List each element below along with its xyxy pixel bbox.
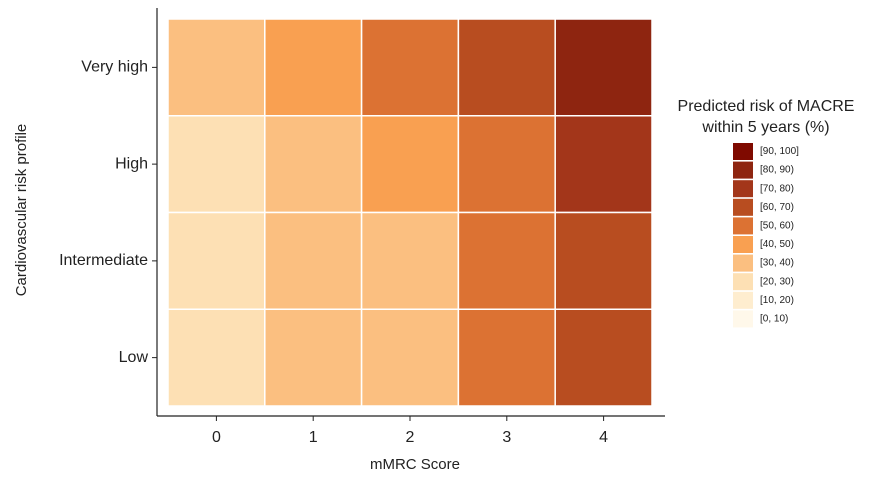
x-tick-label: 2: [406, 429, 415, 446]
legend-label: [0, 10): [760, 314, 788, 325]
legend-label: [90, 100]: [760, 146, 799, 157]
x-tick-label: 0: [212, 429, 221, 446]
heatmap-cell: [360, 18, 460, 117]
legend-label: [40, 50): [760, 239, 794, 250]
legend-title: Predicted risk of MACRE: [678, 98, 855, 115]
y-tick-label: Intermediate: [59, 252, 148, 269]
y-axis-title: Cardiovascular risk profile: [13, 124, 30, 297]
y-tick-label: Low: [119, 349, 149, 366]
heatmap-cell: [360, 211, 460, 310]
heatmap-cell: [457, 308, 556, 407]
heatmap-cell: [554, 18, 653, 117]
heatmap-cell: [554, 115, 653, 214]
legend-label: [30, 40): [760, 258, 794, 269]
legend-label: [80, 90): [760, 165, 794, 176]
legend-swatch: [733, 254, 753, 272]
heatmap-cell: [167, 115, 266, 214]
legend-title: within 5 years (%): [701, 119, 829, 136]
heatmap-cell: [264, 115, 363, 214]
legend-swatch: [733, 161, 753, 179]
x-tick-label: 4: [599, 429, 608, 446]
legend-swatch: [733, 143, 753, 160]
heatmap-cell: [264, 211, 363, 310]
x-axis-title: mMRC Score: [370, 456, 460, 473]
heatmap-cell: [554, 211, 653, 310]
y-tick-label: Very high: [81, 59, 148, 76]
heatmap-cell: [167, 18, 266, 117]
heatmap-cell: [360, 308, 460, 407]
x-tick-label: 3: [502, 429, 511, 446]
legend-swatch: [733, 217, 753, 235]
heatmap-cell: [167, 211, 266, 310]
heatmap-cell: [457, 115, 556, 214]
y-tick-label: High: [115, 155, 148, 172]
legend-label: [20, 30): [760, 276, 794, 287]
heatmap-cell: [457, 211, 556, 310]
heatmap-cell: [264, 18, 363, 117]
legend-swatch: [733, 180, 753, 198]
heatmap-cell: [264, 308, 363, 407]
heatmap-cell: [360, 115, 460, 214]
heatmap-cell: [457, 18, 556, 117]
legend-label: [10, 20): [760, 295, 794, 306]
legend-swatch: [733, 198, 753, 216]
legend-swatch: [733, 310, 753, 328]
legend-label: [50, 60): [760, 221, 794, 232]
legend-swatch: [733, 273, 753, 291]
heatmap-cell: [554, 308, 653, 407]
heatmap-cell: [167, 308, 266, 407]
legend-label: [70, 80): [760, 183, 794, 194]
legend-label: [60, 70): [760, 202, 794, 213]
x-tick-label: 1: [309, 429, 318, 446]
legend-swatch: [733, 291, 753, 309]
legend-swatch: [733, 236, 753, 253]
